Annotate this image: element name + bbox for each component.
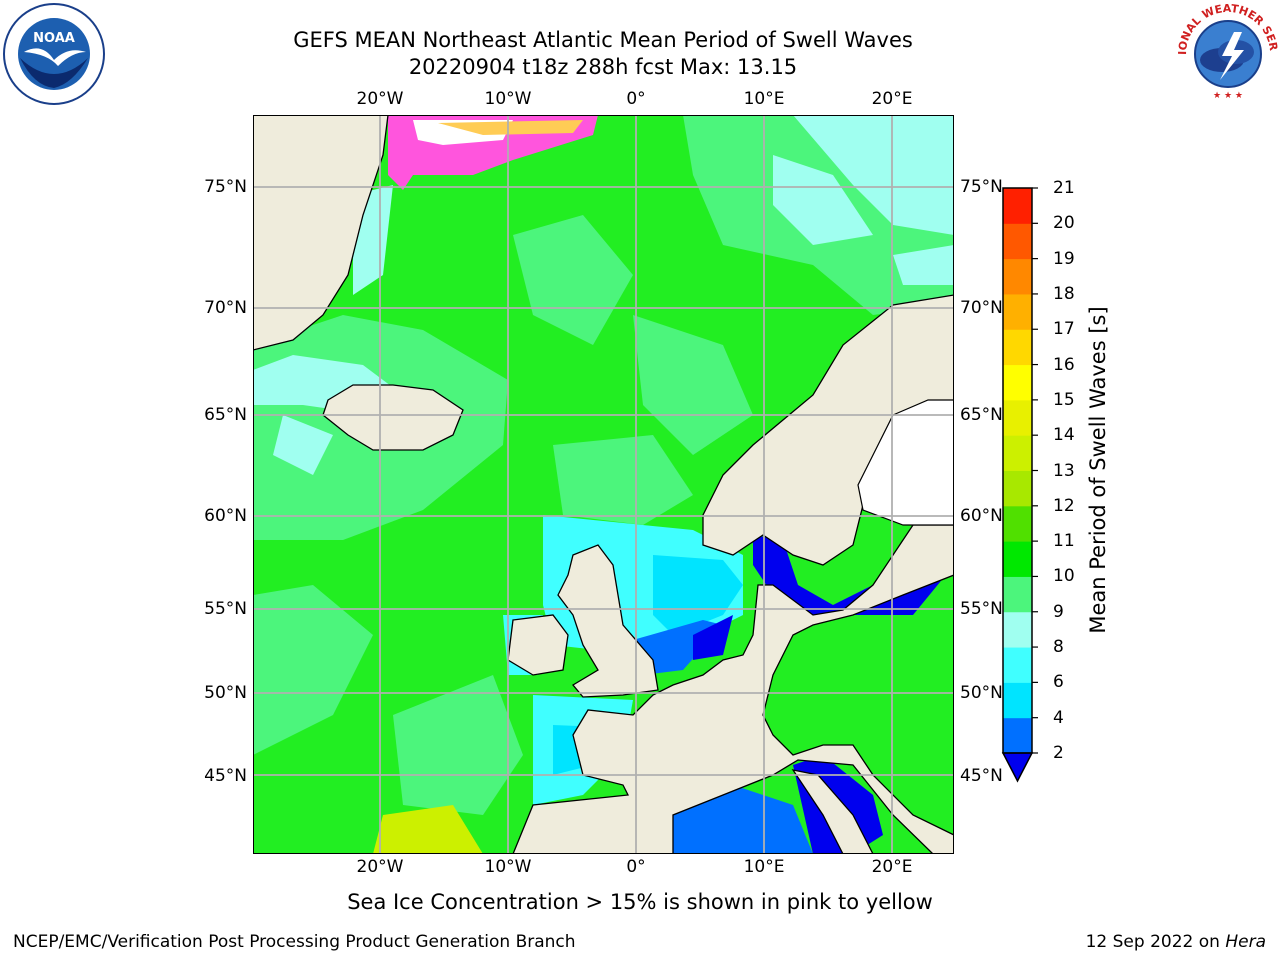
colorbar-tick-label: 16 (1053, 354, 1075, 375)
greenland (253, 115, 389, 351)
colorbar-segment (1003, 576, 1032, 613)
colorbar (1001, 187, 1038, 783)
lat-label-left: 55°N (204, 599, 247, 619)
noaa-logo: NOAA (3, 3, 105, 105)
colorbar-label: Mean Period of Swell Waves [s] (1086, 306, 1110, 634)
sea-ice-zone (388, 115, 598, 190)
colorbar-segment (1003, 505, 1032, 542)
lat-label-right: 65°N (960, 405, 1003, 425)
colorbar-segment (1003, 399, 1032, 436)
colorbar-tick-label: 10 (1053, 566, 1075, 587)
lat-label-left: 70°N (204, 298, 247, 318)
chart-title: GEFS MEAN Northeast Atlantic Mean Period… (293, 28, 913, 52)
gridlines (253, 115, 954, 854)
lon-label-top: 10°E (743, 89, 785, 109)
lat-label-left: 65°N (204, 405, 247, 425)
colorbar-tick-label: 9 (1053, 601, 1064, 622)
lat-label-left: 50°N (204, 683, 247, 703)
gulf-of-bothnia (857, 399, 954, 526)
colorbar-segment (1003, 188, 1032, 224)
lon-label-bottom: 0° (626, 857, 646, 877)
colorbar-tick-label: 12 (1053, 495, 1075, 516)
colorbar-segment (1003, 293, 1032, 330)
colorbar-segment (1003, 541, 1032, 577)
lat-label-right: 75°N (960, 177, 1003, 197)
nws-logo: NATIONAL WEATHER SERVICE ★ ★ ★ (1176, 2, 1280, 104)
lat-label-right: 70°N (960, 298, 1003, 318)
lat-label-right: 55°N (960, 599, 1003, 619)
lat-label-left: 75°N (204, 177, 247, 197)
lon-label-top: 10°W (484, 89, 532, 109)
colorbar-tick-label: 11 (1053, 531, 1075, 552)
swell-period-map (253, 115, 954, 854)
colorbar-tick-label: 18 (1053, 283, 1075, 304)
swell-yellow-green-zones (373, 805, 483, 854)
colorbar-segment (1003, 717, 1032, 754)
lat-label-right: 60°N (960, 506, 1003, 526)
colorbar-tick-label: 19 (1053, 248, 1075, 269)
lat-label-left: 45°N (204, 766, 247, 786)
colorbar-tick-label: 15 (1053, 389, 1075, 410)
svg-text:★ ★ ★: ★ ★ ★ (1213, 91, 1243, 101)
colorbar-segment (1003, 223, 1032, 260)
colorbar-segment (1003, 611, 1032, 648)
lat-label-right: 45°N (960, 766, 1003, 786)
colorbar-tick-label: 2 (1053, 743, 1064, 763)
colorbar-tick-label: 21 (1053, 178, 1075, 198)
lat-label-left: 60°N (204, 506, 247, 526)
lon-label-bottom: 20°E (871, 857, 913, 877)
colorbar-tick-label: 6 (1053, 672, 1064, 693)
colorbar-segment (1003, 364, 1032, 401)
lat-label-right: 50°N (960, 683, 1003, 703)
sea-ice-note: Sea Ice Concentration > 15% is shown in … (347, 890, 933, 914)
colorbar-tick-label: 8 (1053, 637, 1064, 658)
lon-label-bottom: 10°E (743, 857, 785, 877)
footer-date: 12 Sep 2022 on Hera (1086, 932, 1266, 952)
colorbar-extend-min (1001, 752, 1034, 783)
footer-host: Hera (1225, 932, 1266, 952)
colorbar-segment (1003, 682, 1032, 719)
chart-subtitle: 20220904 t18z 288h fcst Max: 13.15 (408, 55, 798, 79)
colorbar-tick-label: 17 (1053, 319, 1075, 340)
footer-credit: NCEP/EMC/Verification Post Processing Pr… (13, 932, 576, 952)
colorbar-tick-label: 14 (1053, 425, 1075, 446)
lon-label-top: 0° (626, 89, 646, 109)
colorbar-segment (1003, 470, 1032, 507)
footer-date-text: 12 Sep 2022 on (1085, 932, 1226, 952)
colorbar-segment (1003, 647, 1032, 683)
colorbar-tick-label: 20 (1053, 213, 1075, 234)
noaa-logo-text: NOAA (33, 31, 75, 46)
lon-label-bottom: 20°W (356, 857, 404, 877)
swell-pale-cyan-zones (253, 115, 954, 475)
colorbar-tick-label: 13 (1053, 460, 1075, 481)
colorbar-tick-label: 4 (1053, 707, 1064, 728)
lon-label-top: 20°E (871, 89, 913, 109)
lon-label-bottom: 10°W (484, 857, 532, 877)
europe-main (512, 295, 954, 854)
great-britain (557, 544, 659, 698)
colorbar-segment (1003, 258, 1032, 295)
ireland (507, 614, 569, 676)
colorbar-segment (1003, 435, 1032, 471)
colorbar-segment (1003, 329, 1032, 366)
lon-label-top: 20°W (356, 89, 404, 109)
